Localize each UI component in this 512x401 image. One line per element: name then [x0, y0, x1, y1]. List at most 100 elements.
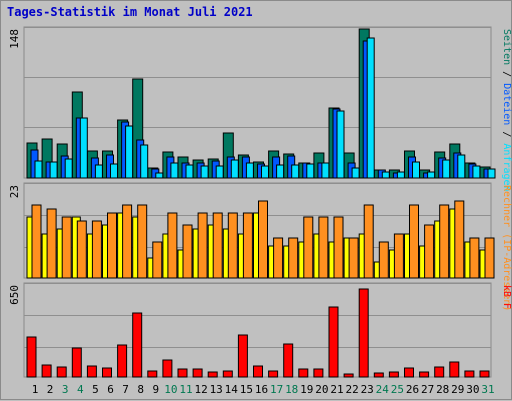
anfragen-bar — [472, 165, 481, 179]
kb-bar — [162, 359, 173, 378]
kb-bar — [253, 365, 263, 378]
day-label: 25 — [391, 383, 404, 396]
rechner-bar — [227, 212, 238, 279]
requests-legend-part: Dateien — [501, 83, 512, 125]
visits-legend-part: Rechner (IP-Adressen) — [501, 185, 512, 311]
kb-bar — [434, 366, 445, 378]
kb-bar — [449, 361, 460, 378]
anfragen-bar — [381, 171, 390, 179]
rechner-bar — [107, 212, 117, 279]
rechner-bar — [318, 216, 329, 279]
rechner-bar — [439, 204, 450, 279]
anfragen-bar — [79, 117, 88, 179]
anfragen-bar — [366, 37, 375, 179]
anfragen-bar — [215, 165, 224, 179]
day-label: 7 — [122, 383, 129, 396]
day-label: 19 — [300, 383, 313, 396]
day-label: 18 — [285, 383, 298, 396]
anfragen-bar — [49, 161, 58, 179]
kb-bar — [147, 370, 158, 378]
rechner-bar — [424, 224, 435, 279]
rechner-bar — [454, 200, 465, 279]
kb-bar — [26, 336, 37, 378]
rechner-bar — [212, 212, 223, 279]
kb-bar — [388, 371, 399, 378]
day-label: 1 — [32, 383, 39, 396]
anfragen-bar — [321, 162, 330, 179]
kb-bar — [268, 370, 279, 378]
rechner-bar — [242, 212, 253, 279]
day-label: 17 — [270, 383, 283, 396]
day-label: 10 — [164, 383, 177, 396]
anfragen-bar — [427, 171, 436, 179]
rechner-bar — [484, 237, 495, 279]
day-label: 12 — [194, 383, 207, 396]
anfragen-bar — [291, 164, 300, 179]
anfragen-bar — [155, 172, 164, 179]
rechner-bar — [31, 204, 42, 279]
kb-bar — [237, 334, 248, 378]
kb-bar — [328, 306, 339, 378]
kb-bar — [479, 370, 490, 378]
visits-panel-max-label: 23 — [8, 185, 21, 198]
kb-bar — [56, 366, 67, 378]
kb-bar — [102, 367, 112, 378]
rechner-bar — [393, 233, 404, 279]
anfragen-bar — [276, 164, 285, 179]
kb-bar — [419, 371, 430, 378]
requests-legend-part: Anfragen — [501, 143, 512, 191]
kb-bar — [298, 368, 309, 378]
day-label: 9 — [152, 383, 159, 396]
rechner-bar — [333, 216, 344, 279]
rechner-bar — [363, 204, 374, 279]
day-label: 29 — [451, 383, 464, 396]
anfragen-bar — [412, 161, 420, 179]
day-label: 13 — [210, 383, 223, 396]
kb-bar — [373, 372, 384, 378]
day-label: 31 — [481, 383, 494, 396]
rechner-bar — [288, 237, 299, 279]
requests-panel-max-label: 148 — [8, 29, 21, 49]
day-label: 4 — [77, 383, 84, 396]
day-label: 8 — [137, 383, 144, 396]
anfragen-bar — [200, 165, 209, 179]
day-label: 23 — [361, 383, 374, 396]
anfragen-bar — [94, 164, 103, 179]
volume-panel-max-label: 650 — [8, 285, 21, 305]
anfragen-bar — [457, 154, 466, 179]
day-label: 15 — [240, 383, 253, 396]
day-label: 26 — [406, 383, 419, 396]
kb-bar — [177, 368, 188, 378]
day-label: 3 — [62, 383, 69, 396]
visits-legend: Rechner (IP-Adressen) — [501, 185, 512, 311]
kb-bar — [207, 371, 218, 378]
rechner-bar — [303, 216, 314, 279]
rechner-bar — [348, 237, 359, 279]
day-label: 24 — [376, 383, 390, 396]
day-label: 14 — [225, 383, 239, 396]
kb-bar — [464, 370, 475, 378]
kb-bar — [192, 368, 203, 378]
anfragen-bar — [110, 163, 118, 179]
rechner-bar — [258, 200, 268, 279]
anfragen-bar — [185, 164, 194, 179]
rechner-bar — [409, 204, 419, 279]
anfragen-bar — [487, 168, 496, 179]
anfragen-bar — [442, 159, 451, 179]
rechner-bar — [122, 204, 133, 279]
requests-legend-part: / — [501, 125, 512, 143]
anfragen-bar — [306, 163, 315, 179]
rechner-bar — [197, 212, 208, 279]
requests-legend-part: / — [501, 65, 512, 83]
volume-panel-background — [23, 282, 492, 378]
day-label: 6 — [107, 383, 114, 396]
anfragen-bar — [64, 158, 73, 179]
chart-title: Tages-Statistik im Monat Juli 2021 — [7, 5, 253, 19]
requests-legend-part: Seiten — [501, 29, 512, 65]
kb-bar — [132, 312, 143, 378]
kb-bar — [117, 344, 128, 378]
kb-bar — [343, 373, 354, 378]
day-label: 5 — [92, 383, 99, 396]
